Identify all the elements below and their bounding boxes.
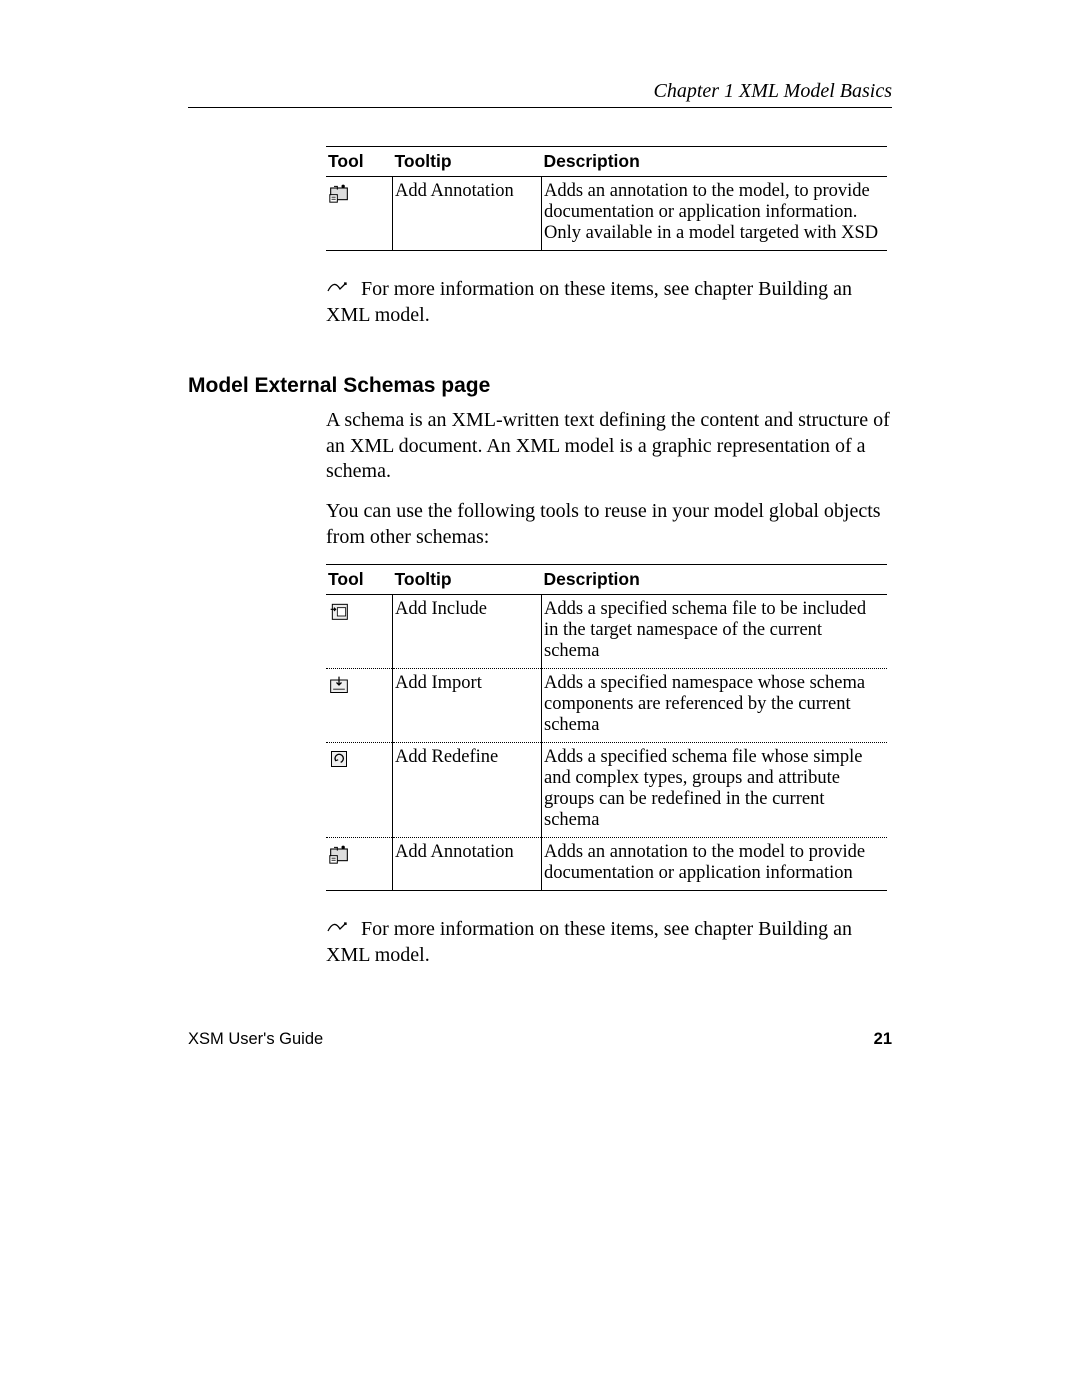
- table-row: Add Import Adds a specified namespace wh…: [326, 669, 887, 743]
- tool-cell: [326, 669, 393, 743]
- description-cell: Adds a specified namespace whose schema …: [542, 669, 888, 743]
- th-tool: Tool: [326, 147, 393, 177]
- para-1: A schema is an XML-written text defining…: [326, 408, 892, 485]
- tooltip-cell: Add Annotation: [393, 838, 542, 891]
- th-description: Description: [542, 147, 888, 177]
- redefine-icon: [328, 749, 350, 769]
- page-number: 21: [874, 1030, 892, 1049]
- annotation-icon: [328, 844, 350, 864]
- section-body: A schema is an XML-written text defining…: [326, 408, 892, 968]
- tool-cell: [326, 838, 393, 891]
- page-footer: XSM User's Guide 21: [188, 1030, 892, 1049]
- note-text: For more information on these items, see…: [326, 278, 852, 326]
- tooltip-cell: Add Annotation: [393, 177, 542, 251]
- annotation-icon: [328, 183, 350, 203]
- note-icon: [326, 277, 350, 303]
- note-icon: [326, 917, 350, 943]
- description-cell: Adds an annotation to the model to provi…: [542, 838, 888, 891]
- table-row: Add Redefine Adds a specified schema fil…: [326, 743, 887, 838]
- note-1: For more information on these items, see…: [326, 277, 892, 328]
- import-icon: [328, 675, 350, 695]
- th-tool: Tool: [326, 565, 393, 595]
- tool-table-2: Tool Tooltip Description Add Include Add…: [326, 564, 887, 891]
- th-tooltip: Tooltip: [393, 147, 542, 177]
- page: Chapter 1 XML Model Basics Tool Tooltip …: [0, 0, 1080, 1397]
- description-cell: Adds a specified schema file to be inclu…: [542, 595, 888, 669]
- table1-wrap: Tool Tooltip Description Add Annotation …: [326, 146, 892, 328]
- tooltip-cell: Add Include: [393, 595, 542, 669]
- table-row: Add Annotation Adds an annotation to the…: [326, 838, 887, 891]
- note-text: For more information on these items, see…: [326, 918, 852, 966]
- th-description: Description: [542, 565, 888, 595]
- tooltip-cell: Add Redefine: [393, 743, 542, 838]
- description-cell: Adds an annotation to the model, to prov…: [542, 177, 888, 251]
- tool-cell: [326, 595, 393, 669]
- description-cell: Adds a specified schema file whose simpl…: [542, 743, 888, 838]
- chapter-header: Chapter 1 XML Model Basics: [188, 80, 892, 108]
- para-2: You can use the following tools to reuse…: [326, 499, 892, 550]
- footer-title: XSM User's Guide: [188, 1030, 323, 1049]
- note-2: For more information on these items, see…: [326, 917, 892, 968]
- table-row: Add Annotation Adds an annotation to the…: [326, 177, 887, 251]
- table-row: Add Include Adds a specified schema file…: [326, 595, 887, 669]
- tool-cell: [326, 177, 393, 251]
- section-heading: Model External Schemas page: [188, 374, 892, 398]
- tool-cell: [326, 743, 393, 838]
- tooltip-cell: Add Import: [393, 669, 542, 743]
- include-icon: [328, 601, 350, 621]
- tool-table-1: Tool Tooltip Description Add Annotation …: [326, 146, 887, 251]
- th-tooltip: Tooltip: [393, 565, 542, 595]
